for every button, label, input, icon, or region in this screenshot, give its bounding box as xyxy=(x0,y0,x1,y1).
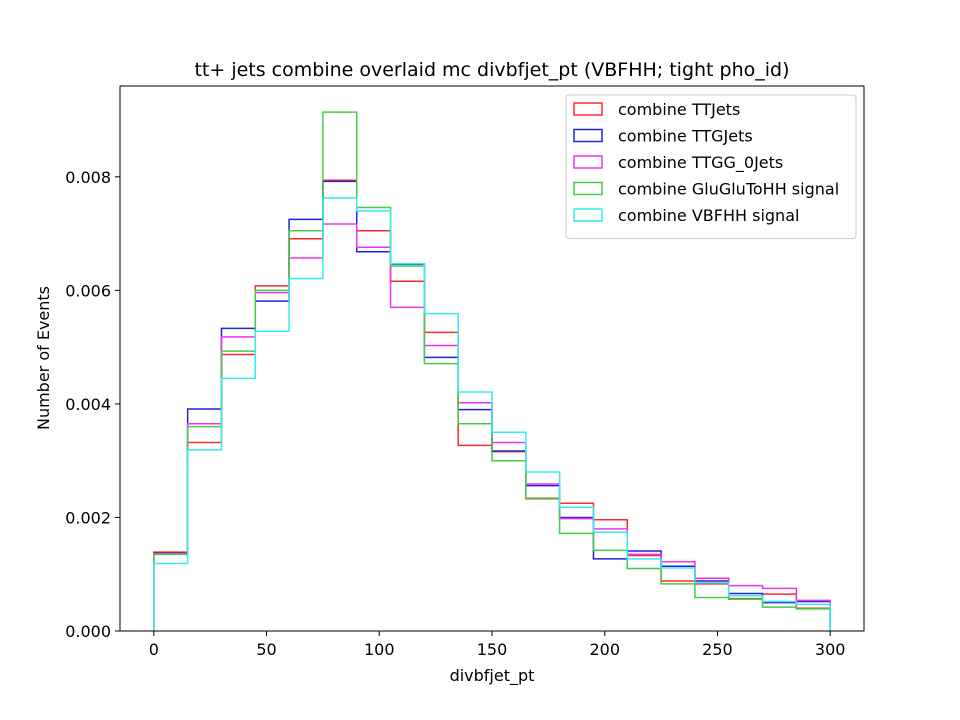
x-axis-title: divbfjet_pt xyxy=(450,666,535,686)
legend-swatch-2 xyxy=(573,155,603,169)
series-line-4 xyxy=(153,197,831,631)
plot-area xyxy=(153,111,831,631)
x-tick-label: 100 xyxy=(364,640,395,659)
legend: combine TTJets combine TTGJets combine TTG… xyxy=(565,94,857,239)
x-tick-label: 250 xyxy=(702,640,733,659)
legend-label-3: combine GluGluToHH signal xyxy=(618,180,839,199)
legend-box xyxy=(565,94,857,239)
series-line-3 xyxy=(153,111,831,631)
y-tick-label: 0.000 xyxy=(65,622,111,641)
legend-swatch-3 xyxy=(573,181,603,196)
legend-label-2: combine TTGG_0Jets xyxy=(618,153,783,173)
legend-swatch-0 xyxy=(573,102,603,116)
legend-label-0: combine TTJets xyxy=(618,100,740,119)
y-tick-label: 0.004 xyxy=(65,395,111,414)
axis-ticks: 0 50 100 150 200 250 300 0.000 0.002 0.004 0.006 0.… xyxy=(65,168,845,659)
legend-swatch-1 xyxy=(573,128,603,143)
y-tick-label: 0.008 xyxy=(65,168,111,187)
x-tick-label: 300 xyxy=(815,640,846,659)
chart-title: tt+ jets combine overlaid mc divbfjet_pt… xyxy=(194,59,789,81)
x-tick-label: 200 xyxy=(589,640,620,659)
x-tick-label: 0 xyxy=(149,640,159,659)
legend-label-1: combine TTGJets xyxy=(618,127,753,146)
y-axis-title: Number of Events xyxy=(34,286,53,430)
x-tick-label: 50 xyxy=(256,640,276,659)
x-tick-label: 150 xyxy=(477,640,508,659)
legend-label-4: combine VBFHH signal xyxy=(618,206,799,225)
y-tick-label: 0.006 xyxy=(65,281,111,300)
y-tick-label: 0.002 xyxy=(65,508,111,527)
legend-swatch-4 xyxy=(573,208,603,222)
